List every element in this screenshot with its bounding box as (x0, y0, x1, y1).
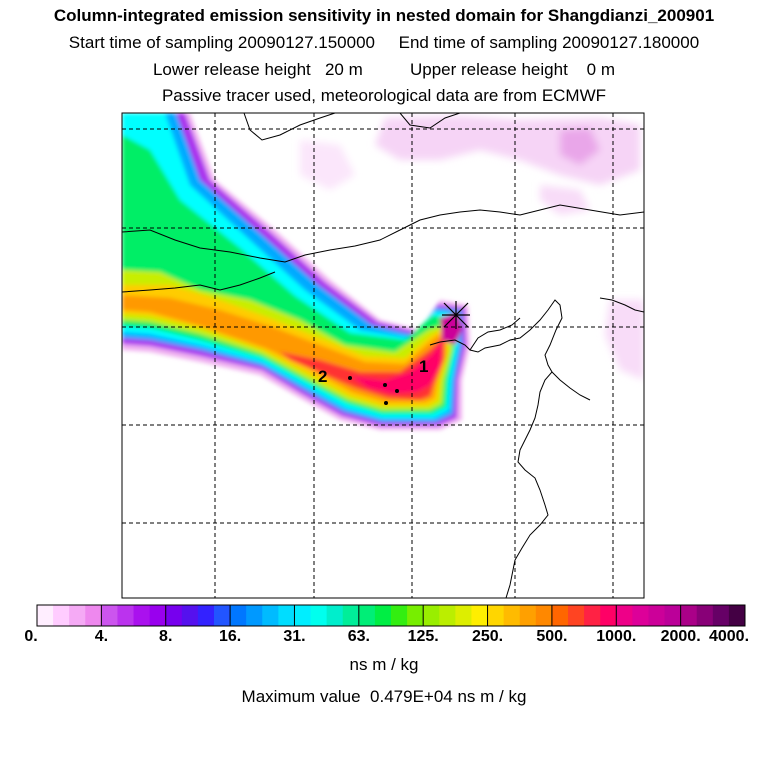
cluster-point (395, 389, 399, 393)
colorbar-frame (36, 604, 746, 627)
colorbar-cell (165, 605, 183, 626)
colorbar-cell (503, 605, 521, 626)
colorbar-cell (278, 605, 295, 626)
colorbar-cell (391, 605, 408, 626)
colorbar-cell (423, 605, 440, 626)
colorbar-tick-label: 500. (536, 628, 568, 645)
colorbar-cell (326, 605, 344, 626)
colorbar-cell (471, 605, 489, 626)
colorbar-cell (133, 605, 151, 626)
colorbar-cell (632, 605, 649, 626)
colorbar-tick-label: 8. (159, 628, 173, 645)
colorbar-cell (551, 605, 569, 626)
colorbar-cell (487, 605, 505, 626)
plume (122, 113, 470, 430)
colorbar-tick-label: 4000. (708, 628, 750, 645)
colorbar-cell (214, 605, 231, 626)
colorbar-cell (519, 605, 537, 626)
colorbar-cell (310, 605, 328, 626)
colorbar-cell (616, 605, 633, 626)
colorbar-cell (680, 605, 698, 626)
colorbar-cell (117, 605, 135, 626)
colorbar-tick-label: 0. (24, 628, 38, 645)
colorbar-cell (584, 605, 601, 626)
cluster-point (383, 383, 387, 387)
tracer-info-line: Passive tracer used, meteorological data… (161, 86, 607, 105)
colorbar-tick-label: 16. (218, 628, 242, 645)
colorbar-cell (712, 605, 730, 626)
colorbar-cell (53, 605, 70, 626)
units-label: ns m / kg (349, 655, 419, 674)
colorbar-cell (455, 605, 472, 626)
low-sensitivity-patches (300, 116, 644, 380)
sampling-time-line: Start time of sampling 20090127.150000 E… (68, 33, 700, 52)
colorbar-tick-label: 1000. (596, 628, 637, 645)
colorbar-tick-label: 31. (283, 628, 306, 645)
sensitivity-field (122, 113, 644, 430)
colorbar-cell (101, 605, 118, 626)
colorbar-tick-label: 4. (94, 628, 109, 645)
receptor-marker-icon (442, 301, 470, 329)
cluster-point (384, 401, 388, 405)
colorbar-cell (230, 605, 247, 626)
colorbar-cell (600, 605, 617, 626)
colorbar-tick-label: 2000. (660, 628, 701, 645)
colorbar-cell (181, 605, 199, 626)
colorbar (37, 605, 746, 626)
colorbar-cell (37, 605, 54, 626)
colorbar-cell (197, 605, 215, 626)
colorbar-cell (439, 605, 456, 626)
colorbar-cell (294, 605, 312, 626)
max-value-label: Maximum value 0.479E+04 ns m / kg (241, 687, 527, 706)
colorbar-cell (149, 605, 167, 626)
colorbar-cell (728, 605, 746, 626)
colorbar-cell (262, 605, 279, 626)
release-height-line: Lower release height 20 m Upper release … (152, 60, 616, 79)
colorbar-cell (568, 605, 585, 626)
cluster-point (348, 376, 352, 380)
map-outlines (122, 113, 644, 598)
cluster-label-2: 2 (318, 367, 327, 386)
colorbar-cell (69, 605, 86, 626)
colorbar-tick-label: 63. (347, 628, 370, 645)
colorbar-cell (342, 605, 360, 626)
colorbar-tick-label: 250. (471, 628, 504, 645)
colorbar-cell (407, 605, 424, 626)
cluster-points (348, 376, 399, 405)
plot-frame (121, 112, 645, 599)
colorbar-cell (85, 605, 102, 626)
colorbar-cell (648, 605, 666, 626)
colorbar-cell (664, 605, 682, 626)
colorbar-cell (358, 605, 376, 626)
grid-lines (122, 113, 644, 598)
cluster-label-1: 1 (419, 357, 428, 376)
colorbar-cell (696, 605, 714, 626)
colorbar-cell (535, 605, 553, 626)
chart-title: Column-integrated emission sensitivity i… (53, 6, 715, 25)
colorbar-cell (374, 605, 392, 626)
colorbar-tick-label: 125. (407, 628, 439, 645)
colorbar-cell (246, 605, 263, 626)
